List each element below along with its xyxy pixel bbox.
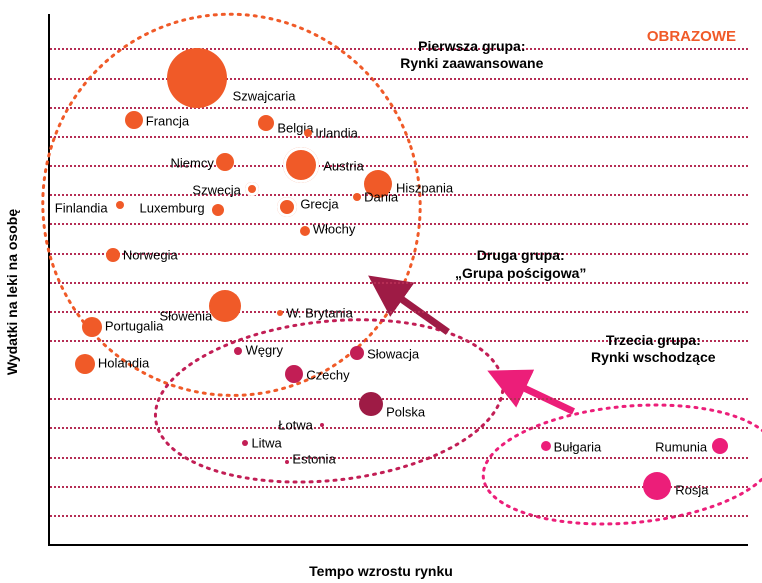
bubble-label-francja: Francja bbox=[146, 114, 189, 129]
bubble-label-finlandia: Finlandia bbox=[55, 200, 108, 215]
bubble-label-hiszpania: Hiszpania bbox=[396, 180, 453, 195]
bubble-label-rosja: Rosja bbox=[675, 482, 708, 497]
gridline bbox=[50, 107, 748, 109]
bubble-label-portugalia: Portugalia bbox=[105, 318, 164, 333]
bubble-norwegia bbox=[106, 248, 120, 262]
bubble-label-czechy: Czechy bbox=[306, 368, 349, 383]
bubble-grecja bbox=[277, 197, 297, 217]
bubble-label-polska: Polska bbox=[386, 404, 425, 419]
bubble-label-irlandia: Irlandia bbox=[315, 126, 358, 141]
bubble-finlandia bbox=[116, 201, 124, 209]
bubble-rosja bbox=[643, 472, 671, 500]
bubble-label-szwajcaria: Szwajcaria bbox=[233, 88, 296, 103]
gridline bbox=[50, 282, 748, 284]
bubble-litwa bbox=[242, 440, 248, 446]
corner-label: OBRAZOWE bbox=[647, 28, 736, 45]
bubble-rumunia bbox=[712, 438, 728, 454]
group-title-l2: „Grupa pościgowa” bbox=[455, 265, 586, 281]
group-title-l2: Rynki wschodzące bbox=[591, 349, 716, 365]
bubble-label-luxemburg: Luxemburg bbox=[140, 201, 205, 216]
gridline bbox=[50, 223, 748, 225]
bubble-niemcy bbox=[216, 153, 234, 171]
bubble-label-grecja: Grecja bbox=[300, 197, 338, 212]
bubble-slowacja bbox=[350, 346, 364, 360]
group-ellipse-g2 bbox=[147, 304, 511, 499]
gridline bbox=[50, 78, 748, 80]
bubble-label-rumunia: Rumunia bbox=[655, 439, 707, 454]
bubble-estonia bbox=[285, 460, 289, 464]
group-title-l1: Pierwsza grupa: bbox=[418, 38, 525, 54]
x-axis-label: Tempo wzrostu rynku bbox=[0, 563, 762, 579]
plot-area: Pierwsza grupa:Rynki zaawansowane Druga g… bbox=[48, 14, 748, 546]
bubble-wegry bbox=[234, 347, 242, 355]
group-title-g1: Pierwsza grupa:Rynki zaawansowane bbox=[392, 38, 552, 73]
bubble-irlandia bbox=[304, 129, 312, 137]
group-title-l2: Rynki zaawansowane bbox=[400, 55, 543, 71]
bubble-portugalia bbox=[82, 317, 102, 337]
bubble-label-dania: Dania bbox=[364, 189, 398, 204]
gridline bbox=[50, 427, 748, 429]
bubble-label-norwegia: Norwegia bbox=[123, 248, 178, 263]
y-axis-label: Wydatki na leki na osobę bbox=[4, 209, 20, 375]
bubble-label-lotwa: Łotwa bbox=[278, 417, 313, 432]
bubble-wbrytania bbox=[277, 310, 283, 316]
bubble-austria bbox=[283, 147, 319, 183]
bubble-label-austria: Austria bbox=[323, 159, 363, 174]
gridline bbox=[50, 165, 748, 167]
bubble-bulgaria bbox=[541, 441, 551, 451]
bubble-lotwa bbox=[320, 423, 324, 427]
bubble-label-holandia: Holandia bbox=[98, 355, 149, 370]
bubble-belgia bbox=[258, 115, 274, 131]
bubble-dania bbox=[353, 193, 361, 201]
gridline bbox=[50, 136, 748, 138]
group-title-g3: Trzecia grupa:Rynki wschodzące bbox=[573, 332, 733, 367]
bubble-slowenia bbox=[209, 290, 241, 322]
bubble-label-wegry: Węgry bbox=[245, 342, 283, 357]
bubble-czechy bbox=[285, 365, 303, 383]
bubble-label-bulgaria: Bułgaria bbox=[554, 439, 602, 454]
bubble-label-slowenia: Słowenia bbox=[160, 308, 213, 323]
bubble-polska bbox=[359, 392, 383, 416]
gridline bbox=[50, 311, 748, 313]
group-title-l1: Druga grupa: bbox=[477, 247, 565, 263]
gridline bbox=[50, 515, 748, 517]
group-arrow-g2 bbox=[396, 295, 448, 332]
bubble-holandia bbox=[75, 354, 95, 374]
bubble-label-wlochy: Włochy bbox=[313, 222, 356, 237]
bubble-label-szwecja: Szwecja bbox=[192, 182, 240, 197]
bubble-francja bbox=[125, 111, 143, 129]
bubble-wlochy bbox=[300, 226, 310, 236]
bubble-luxemburg bbox=[212, 204, 224, 216]
gridline bbox=[50, 398, 748, 400]
chart-container: Wydatki na leki na osobę Tempo wzrostu r… bbox=[0, 0, 762, 583]
bubble-label-litwa: Litwa bbox=[251, 436, 281, 451]
bubble-szwecja bbox=[245, 182, 259, 196]
bubble-label-wbrytania: W. Brytania bbox=[286, 306, 352, 321]
bubble-label-estonia: Estonia bbox=[292, 451, 335, 466]
bubble-szwajcaria bbox=[167, 48, 227, 108]
bubble-label-niemcy: Niemcy bbox=[171, 156, 214, 171]
bubble-label-slowacja: Słowacja bbox=[367, 347, 419, 362]
group-title-g2: Druga grupa: „Grupa pościgowa” bbox=[441, 247, 601, 282]
gridline bbox=[50, 457, 748, 459]
overlay-svg bbox=[50, 14, 748, 544]
group-title-l1: Trzecia grupa: bbox=[606, 332, 701, 348]
